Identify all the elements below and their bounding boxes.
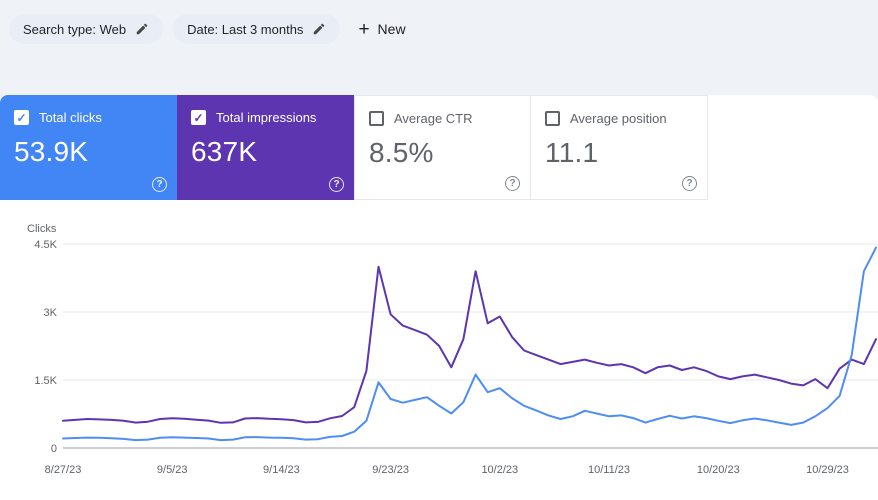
svg-text:9/5/23: 9/5/23 bbox=[157, 464, 188, 476]
average-position-card[interactable]: Average position 11.1 ? bbox=[531, 95, 708, 200]
average-position-checkbox[interactable] bbox=[545, 111, 560, 126]
new-filter-label: New bbox=[377, 21, 406, 37]
edit-icon bbox=[136, 23, 148, 35]
svg-text:9/23/23: 9/23/23 bbox=[372, 464, 409, 476]
total-impressions-help-icon[interactable]: ? bbox=[329, 177, 344, 192]
svg-text:1.5K: 1.5K bbox=[34, 375, 57, 387]
edit-icon bbox=[314, 23, 325, 35]
total-impressions-card[interactable]: Total impressions 637K ? bbox=[177, 95, 354, 200]
svg-text:10/20/23: 10/20/23 bbox=[697, 464, 740, 476]
metric-cards-row: Total clicks 53.9K ? Total impressions 6… bbox=[0, 95, 878, 200]
total-clicks-label: Total clicks bbox=[39, 110, 102, 125]
svg-text:Clicks: Clicks bbox=[27, 223, 57, 235]
svg-text:10/2/23: 10/2/23 bbox=[481, 464, 518, 476]
plus-icon: + bbox=[358, 18, 370, 40]
new-filter-button[interactable]: + New bbox=[358, 14, 405, 44]
svg-text:10/11/23: 10/11/23 bbox=[588, 464, 630, 476]
date-filter-chip[interactable]: Date: Last 3 months bbox=[173, 14, 341, 44]
performance-chart-svg[interactable]: 4.5K 3K 1.5K 0 8/27/23 9/5/23 9/14/23 9/23/23 10… bbox=[0, 220, 878, 495]
performance-chart: 4.5K 3K 1.5K 0 8/27/23 9/5/23 9/14/23 9/23/23 10… bbox=[0, 220, 878, 495]
svg-text:3K: 3K bbox=[44, 307, 58, 319]
average-position-help-icon[interactable]: ? bbox=[682, 176, 697, 191]
svg-text:10/29/23: 10/29/23 bbox=[806, 464, 849, 476]
total-clicks-checkbox[interactable] bbox=[14, 110, 29, 125]
total-clicks-help-icon[interactable]: ? bbox=[152, 177, 167, 192]
filter-bar: Search type: Web Date: Last 3 months + N… bbox=[0, 0, 878, 95]
average-position-value: 11.1 bbox=[545, 137, 599, 168]
date-filter-chip-label: Date: Last 3 months bbox=[187, 21, 304, 37]
performance-panel: Total clicks 53.9K ? Total impressions 6… bbox=[0, 95, 878, 500]
total-impressions-label: Total impressions bbox=[216, 110, 317, 125]
average-ctr-help-icon[interactable]: ? bbox=[505, 176, 520, 191]
average-ctr-card[interactable]: Average CTR 8.5% ? bbox=[354, 95, 531, 200]
average-ctr-label: Average CTR bbox=[394, 111, 473, 126]
total-impressions-value: 637K bbox=[191, 136, 258, 167]
average-ctr-value: 8.5% bbox=[369, 137, 434, 168]
total-impressions-checkbox[interactable] bbox=[191, 110, 206, 125]
total-clicks-card[interactable]: Total clicks 53.9K ? bbox=[0, 95, 177, 200]
search-type-chip-label: Search type: Web bbox=[23, 21, 127, 37]
average-position-label: Average position bbox=[570, 111, 667, 126]
svg-text:8/27/23: 8/27/23 bbox=[45, 464, 82, 476]
svg-text:9/14/23: 9/14/23 bbox=[263, 464, 300, 476]
average-ctr-checkbox[interactable] bbox=[369, 111, 384, 126]
svg-text:4.5K: 4.5K bbox=[34, 239, 57, 251]
svg-text:0: 0 bbox=[51, 443, 57, 455]
search-type-chip[interactable]: Search type: Web bbox=[9, 14, 164, 44]
total-clicks-value: 53.9K bbox=[14, 136, 89, 167]
